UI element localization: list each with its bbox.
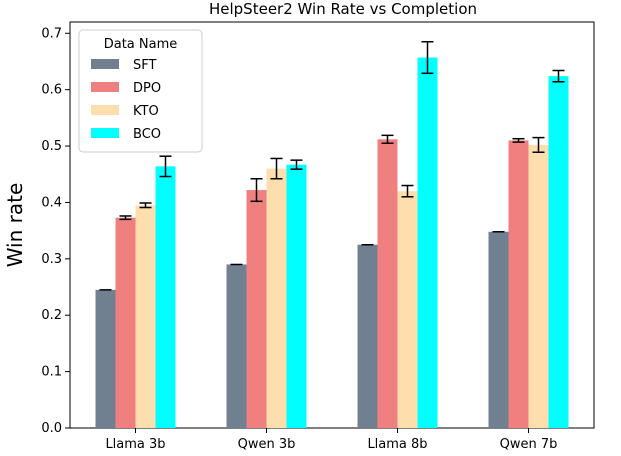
x-tick-label: Llama 8b — [367, 437, 427, 452]
bar-kto-qwen-7b — [529, 145, 549, 428]
y-tick-label: 0.0 — [41, 421, 62, 436]
legend-swatch-sft — [91, 59, 119, 69]
y-tick-label: 0.4 — [41, 195, 62, 210]
bar-dpo-llama-8b — [378, 139, 398, 428]
y-axis-label: Win rate — [3, 183, 27, 268]
bar-sft-qwen-7b — [489, 232, 509, 428]
y-tick-label: 0.3 — [41, 252, 62, 267]
legend-swatch-bco — [91, 128, 119, 138]
legend-label-kto: KTO — [133, 104, 159, 119]
legend-swatch-dpo — [91, 82, 119, 92]
legend-label-bco: BCO — [133, 127, 161, 142]
y-tick-label: 0.1 — [41, 365, 62, 380]
y-axis: 0.0 0.1 0.2 0.3 0.4 0.5 0.6 0.7 — [41, 26, 70, 436]
bar-dpo-qwen-3b — [247, 190, 267, 428]
x-tick-label: Llama 3b — [105, 437, 165, 452]
bar-kto-qwen-3b — [267, 169, 287, 428]
bar-sft-llama-8b — [358, 245, 378, 428]
y-tick-label: 0.6 — [41, 83, 62, 98]
bar-bco-qwen-7b — [549, 76, 569, 428]
bar-kto-llama-8b — [398, 191, 418, 428]
chart-title: HelpSteer2 Win Rate vs Completion — [209, 0, 477, 18]
bar-bco-llama-8b — [418, 58, 438, 428]
legend-title: Data Name — [104, 37, 178, 52]
bar-bco-qwen-3b — [287, 165, 307, 428]
legend-swatch-kto — [91, 105, 119, 115]
bar-sft-qwen-3b — [227, 264, 247, 428]
y-tick-label: 0.7 — [41, 26, 62, 41]
y-tick-label: 0.5 — [41, 139, 62, 154]
x-tick-label: Qwen 7b — [500, 437, 558, 452]
bar-dpo-qwen-7b — [509, 140, 529, 428]
legend-label-dpo: DPO — [133, 81, 161, 96]
x-axis: Llama 3b Qwen 3b Llama 8b Qwen 7b — [105, 428, 557, 452]
bar-dpo-llama-3b — [116, 218, 136, 428]
y-tick-label: 0.2 — [41, 308, 62, 323]
bar-bco-llama-3b — [156, 166, 176, 428]
bar-sft-llama-3b — [96, 290, 116, 428]
bar-kto-llama-3b — [136, 205, 156, 428]
legend: Data Name SFT DPO KTO BCO — [79, 30, 202, 152]
x-tick-label: Qwen 3b — [238, 437, 296, 452]
legend-label-sft: SFT — [133, 58, 157, 73]
